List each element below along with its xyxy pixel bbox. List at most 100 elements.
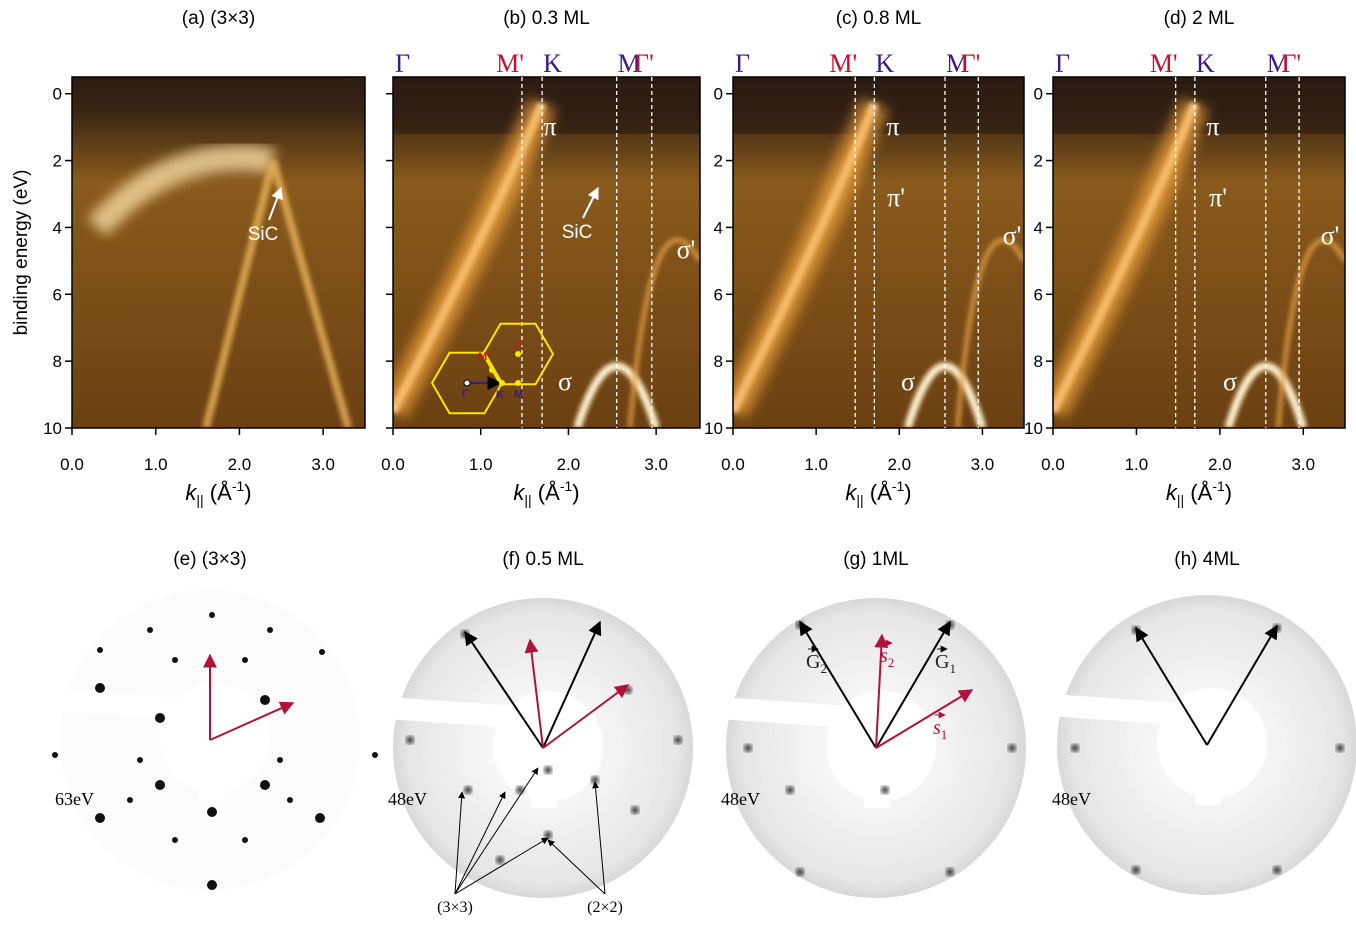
- x-label-sup: -1: [1212, 478, 1225, 494]
- y-tick-label: 2: [714, 152, 723, 171]
- diffraction-spot: [319, 649, 325, 655]
- diffraction-spot: [207, 807, 217, 817]
- y-tick-label: 2: [1034, 152, 1043, 171]
- symmetry-label: K: [543, 49, 562, 78]
- x-label-close: ): [1225, 480, 1232, 505]
- page: (a) (3×3)0.01.02.03.00246810k|| (Å-1)SiC…: [0, 0, 1356, 925]
- annotation: σ: [1223, 367, 1237, 396]
- y-tick-label: 8: [714, 352, 723, 371]
- arpes-image: [72, 77, 365, 428]
- panel-title: (a) (3×3): [182, 8, 255, 29]
- x-label-sub: ||: [524, 492, 531, 508]
- annotation: σ': [677, 235, 696, 264]
- bz-label: K: [496, 389, 504, 401]
- x-tick-label: 3.0: [311, 455, 335, 474]
- y-tick-label: 4: [53, 218, 62, 237]
- diffraction-spot: [372, 752, 378, 758]
- diffraction-spot: [1009, 745, 1016, 752]
- vector-sub: 1: [949, 661, 956, 676]
- x-axis-label: k|| (Å-1): [185, 478, 251, 508]
- symmetry-label: Γ: [395, 49, 410, 78]
- spot-label: (3×3): [437, 899, 473, 916]
- symmetry-label: Γ: [735, 49, 750, 78]
- y-tick-label: 4: [1034, 218, 1043, 237]
- x-label-unit: (Å: [1184, 480, 1212, 505]
- annotation: σ: [901, 367, 915, 396]
- x-tick-label: 1.0: [469, 455, 493, 474]
- diffraction-spot: [147, 627, 153, 633]
- diffraction-spot: [172, 837, 178, 843]
- gun-shadow: [1195, 785, 1221, 805]
- diffraction-spot: [1337, 745, 1344, 752]
- bz-point: [499, 380, 505, 386]
- x-tick-label: 0.0: [60, 455, 84, 474]
- vector-symbol: s: [880, 645, 888, 667]
- x-axis-label: k|| (Å-1): [1166, 478, 1232, 508]
- x-label-unit: (Å: [864, 480, 892, 505]
- diffraction-spot: [260, 780, 270, 790]
- vector-symbol: s: [933, 717, 941, 739]
- diffraction-spot: [95, 683, 105, 693]
- y-tick-label: 6: [53, 285, 62, 304]
- x-label-unit: (Å: [532, 480, 560, 505]
- arpes-image: [733, 77, 1024, 428]
- panel-title: (g) 1ML: [843, 549, 908, 570]
- x-tick-label: 1.0: [804, 455, 828, 474]
- diffraction-spot: [155, 780, 165, 790]
- symmetry-label: Γ': [1281, 49, 1301, 78]
- x-label-sub: ||: [856, 492, 863, 508]
- gun-shadow: [1157, 688, 1267, 798]
- bz-point: [489, 367, 495, 373]
- panel-title: (c) 0.8 ML: [836, 8, 922, 29]
- x-label-sub: ||: [1177, 492, 1184, 508]
- bz-point: [464, 380, 470, 386]
- x-tick-label: 0.0: [381, 455, 405, 474]
- leed-pattern: [52, 590, 378, 890]
- symmetry-label: K: [875, 49, 894, 78]
- arpes-map: [72, 77, 365, 428]
- diffraction-spot: [947, 869, 954, 876]
- diffraction-spot: [209, 612, 215, 618]
- diffraction-spot: [137, 757, 143, 763]
- panel-title: (f) 0.5 ML: [502, 549, 583, 570]
- x-label-close: ): [904, 480, 911, 505]
- x-label-close: ): [572, 480, 579, 505]
- diffraction-spot: [242, 657, 248, 663]
- x-tick-label: 1.0: [144, 455, 168, 474]
- bz-point: [515, 380, 521, 386]
- vector-sub: 1: [941, 727, 948, 742]
- y-tick-label: 6: [1034, 285, 1043, 304]
- diffraction-spot: [95, 813, 105, 823]
- beam-energy: 48eV: [721, 789, 760, 809]
- diffraction-spot: [127, 797, 133, 803]
- x-tick-label: 2.0: [887, 455, 911, 474]
- vector-symbol: G: [935, 651, 949, 673]
- x-label-unit: (Å: [204, 480, 232, 505]
- diffraction-spot: [155, 713, 165, 723]
- diffraction-spot: [260, 695, 270, 705]
- x-label-sup: -1: [892, 478, 905, 494]
- symmetry-label: M': [496, 49, 524, 78]
- arpes-map: [1053, 77, 1345, 428]
- y-tick-label: 6: [714, 285, 723, 304]
- diffraction-spot: [797, 869, 804, 876]
- diffraction-spot: [172, 657, 178, 663]
- x-label-sub: ||: [196, 492, 203, 508]
- symmetry-label: Γ': [634, 49, 654, 78]
- diffraction-spot: [675, 737, 682, 744]
- annotation: σ': [1003, 221, 1022, 250]
- y-tick-label: 0: [714, 85, 723, 104]
- diffraction-spot: [277, 757, 283, 763]
- bz-label: M: [514, 389, 523, 401]
- y-tick-label: 0: [53, 85, 62, 104]
- bz-label: Γ: [462, 388, 469, 400]
- beam-energy: 48eV: [1052, 789, 1091, 809]
- y-tick-label: 10: [704, 419, 723, 438]
- diffraction-spot: [882, 787, 889, 794]
- annotation: σ: [558, 367, 572, 396]
- vector-sub: 2: [888, 655, 895, 670]
- symmetry-label: M': [829, 49, 857, 78]
- diffraction-spot: [497, 857, 504, 864]
- x-tick-label: 2.0: [228, 455, 252, 474]
- diffraction-spot: [632, 807, 639, 814]
